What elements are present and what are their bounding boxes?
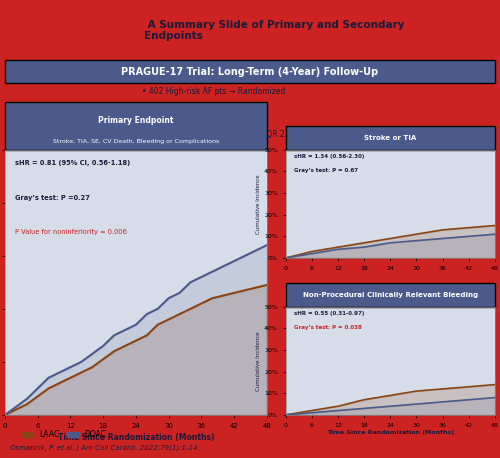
Text: Stroke, TIA, SE, CV Death, Bleeding or Complications: Stroke, TIA, SE, CV Death, Bleeding or C… <box>53 139 219 144</box>
Text: Gray’s test: P = 0.038: Gray’s test: P = 0.038 <box>294 325 362 330</box>
FancyBboxPatch shape <box>286 126 495 150</box>
X-axis label: Time Since Randomization (Months): Time Since Randomization (Months) <box>326 431 454 435</box>
Text: • 402 High-risk AF pts → Randomized: • 402 High-risk AF pts → Randomized <box>142 87 286 96</box>
Text: Stroke or TIA: Stroke or TIA <box>364 135 416 141</box>
Text: sHR = 0.55 (0.31-0.97): sHR = 0.55 (0.31-0.97) <box>294 311 364 316</box>
Text: - HAS-BLED = 3.1 ± 0.9: - HAS-BLED = 3.1 ± 0.9 <box>142 115 236 125</box>
Text: P Value for noninferiority = 0.006: P Value for noninferiority = 0.006 <box>16 229 128 235</box>
Text: sHR = 1.34 (0.56-2.30): sHR = 1.34 (0.56-2.30) <box>294 154 364 159</box>
Text: • Median Follow-up: 3.5  years (IQR 2.6-4.3), 1,354 pt-year: • Median Follow-up: 3.5 years (IQR 2.6-4… <box>142 130 366 139</box>
Text: PRAGUE-17 Trial: Long-Term (4-Year) Follow-Up: PRAGUE-17 Trial: Long-Term (4-Year) Foll… <box>122 66 378 76</box>
Text: Osmancik, P. et al. J Am Coll Cardiol. 2022;79(1):1-14.: Osmancik, P. et al. J Am Coll Cardiol. 2… <box>10 445 200 452</box>
Text: A Summary Slide of Primary and Secondary
Endpoints: A Summary Slide of Primary and Secondary… <box>144 20 404 42</box>
FancyBboxPatch shape <box>286 283 495 307</box>
Legend: LAAC, DOAC: LAAC, DOAC <box>18 427 110 442</box>
Text: Gray’s test: P = 0.67: Gray’s test: P = 0.67 <box>294 168 358 173</box>
X-axis label: Time Since Randomization (Months): Time Since Randomization (Months) <box>58 433 214 442</box>
FancyBboxPatch shape <box>5 60 495 83</box>
Text: Non-Procedural Clinically Relevant Bleeding: Non-Procedural Clinically Relevant Bleed… <box>302 292 478 298</box>
Text: Gray’s test: P =0.27: Gray’s test: P =0.27 <box>16 195 90 201</box>
Text: Primary Endpoint: Primary Endpoint <box>98 116 174 125</box>
Y-axis label: Cumulative Incidence: Cumulative Incidence <box>256 174 262 234</box>
Text: - CHA₂DS₂-VASc = 4.7 ± 1.5: - CHA₂DS₂-VASc = 4.7 ± 1.5 <box>142 103 252 111</box>
Y-axis label: Cumulative Incidence: Cumulative Incidence <box>256 331 262 391</box>
Text: CENTRAL ILLUSTRATION:: CENTRAL ILLUSTRATION: <box>10 20 155 30</box>
FancyBboxPatch shape <box>5 102 267 150</box>
Text: sHR = 0.81 (95% CI, 0.56-1.18): sHR = 0.81 (95% CI, 0.56-1.18) <box>16 160 130 166</box>
